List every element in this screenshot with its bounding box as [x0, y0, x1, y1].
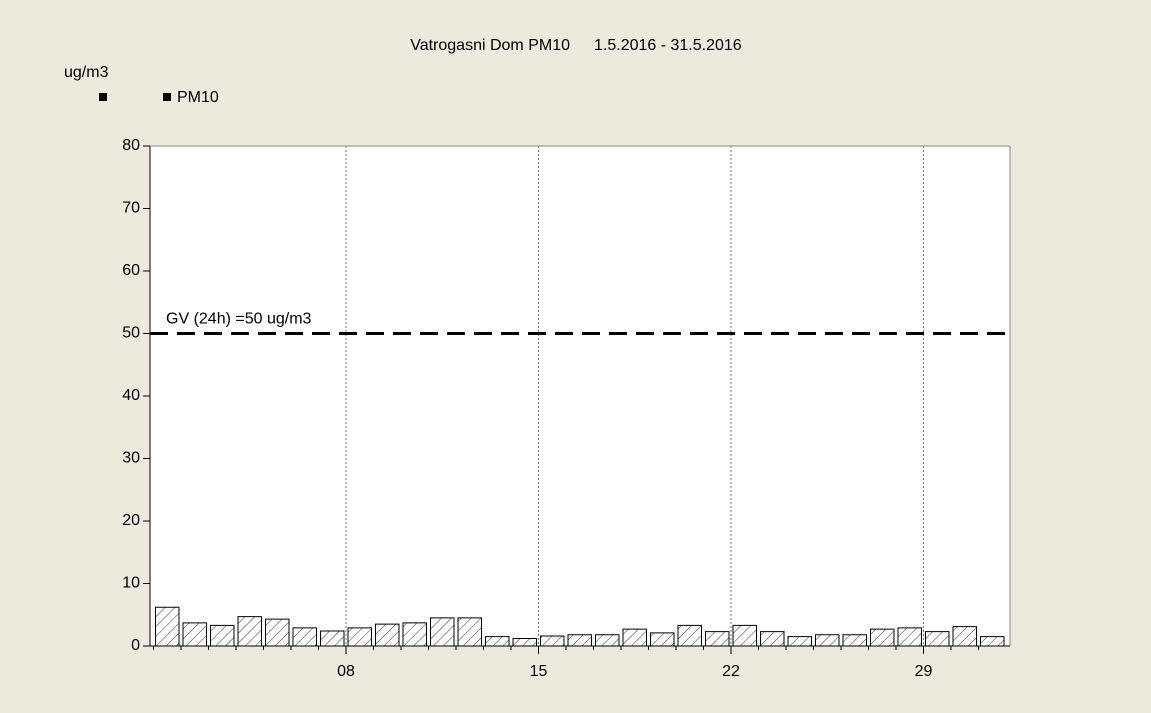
bar: [210, 624, 235, 647]
bar: [512, 638, 537, 647]
bar: [815, 634, 840, 647]
y-tick-label: 80: [122, 137, 140, 154]
bar: [870, 628, 895, 647]
y-tick-label: 60: [122, 262, 140, 279]
y-tick-label: 20: [122, 512, 140, 529]
bar: [952, 626, 977, 647]
bar: [182, 622, 207, 647]
x-tick-label: 22: [722, 663, 740, 680]
chart-title: Vatrogasni Dom PM10: [410, 37, 570, 54]
bar: [650, 632, 675, 647]
bar: [595, 634, 620, 647]
bar: [897, 627, 922, 647]
legend-marker: [99, 93, 107, 101]
chart-subtitle: 1.5.2016 - 31.5.2016: [594, 37, 742, 54]
legend-label: PM10: [177, 89, 219, 106]
bar: [402, 622, 427, 647]
bar: [155, 606, 180, 647]
bar: [925, 631, 950, 647]
y-tick-label: 0: [131, 637, 140, 654]
y-tick-label: 30: [122, 450, 140, 467]
bar: [430, 617, 455, 647]
bar: [842, 634, 867, 647]
plot-area: [150, 146, 1010, 646]
bar: [705, 631, 730, 647]
bar: [237, 616, 262, 647]
x-tick-label: 29: [915, 663, 933, 680]
bar: [320, 630, 345, 647]
bar: [760, 631, 785, 647]
y-tick-label: 70: [122, 200, 140, 217]
legend-marker: [163, 93, 171, 101]
y-tick-label: 40: [122, 387, 140, 404]
bar: [732, 624, 757, 647]
reference-label: GV (24h) =50 ug/m3: [166, 311, 312, 328]
y-tick-label: 10: [122, 575, 140, 592]
x-tick-label: 15: [530, 663, 548, 680]
bar: [567, 634, 592, 647]
bar: [457, 617, 482, 647]
bar: [347, 627, 372, 647]
bar: [980, 636, 1005, 647]
x-tick-label: 08: [337, 663, 355, 680]
bar: [265, 618, 290, 647]
bar: [485, 636, 510, 647]
bar: [677, 624, 702, 647]
bar: [375, 623, 400, 647]
bar: [292, 627, 317, 647]
bar: [540, 635, 565, 647]
y-tick-label: 50: [122, 325, 140, 342]
bar: [787, 636, 812, 647]
bar: [622, 628, 647, 647]
y-axis-label: ug/m3: [64, 64, 109, 81]
